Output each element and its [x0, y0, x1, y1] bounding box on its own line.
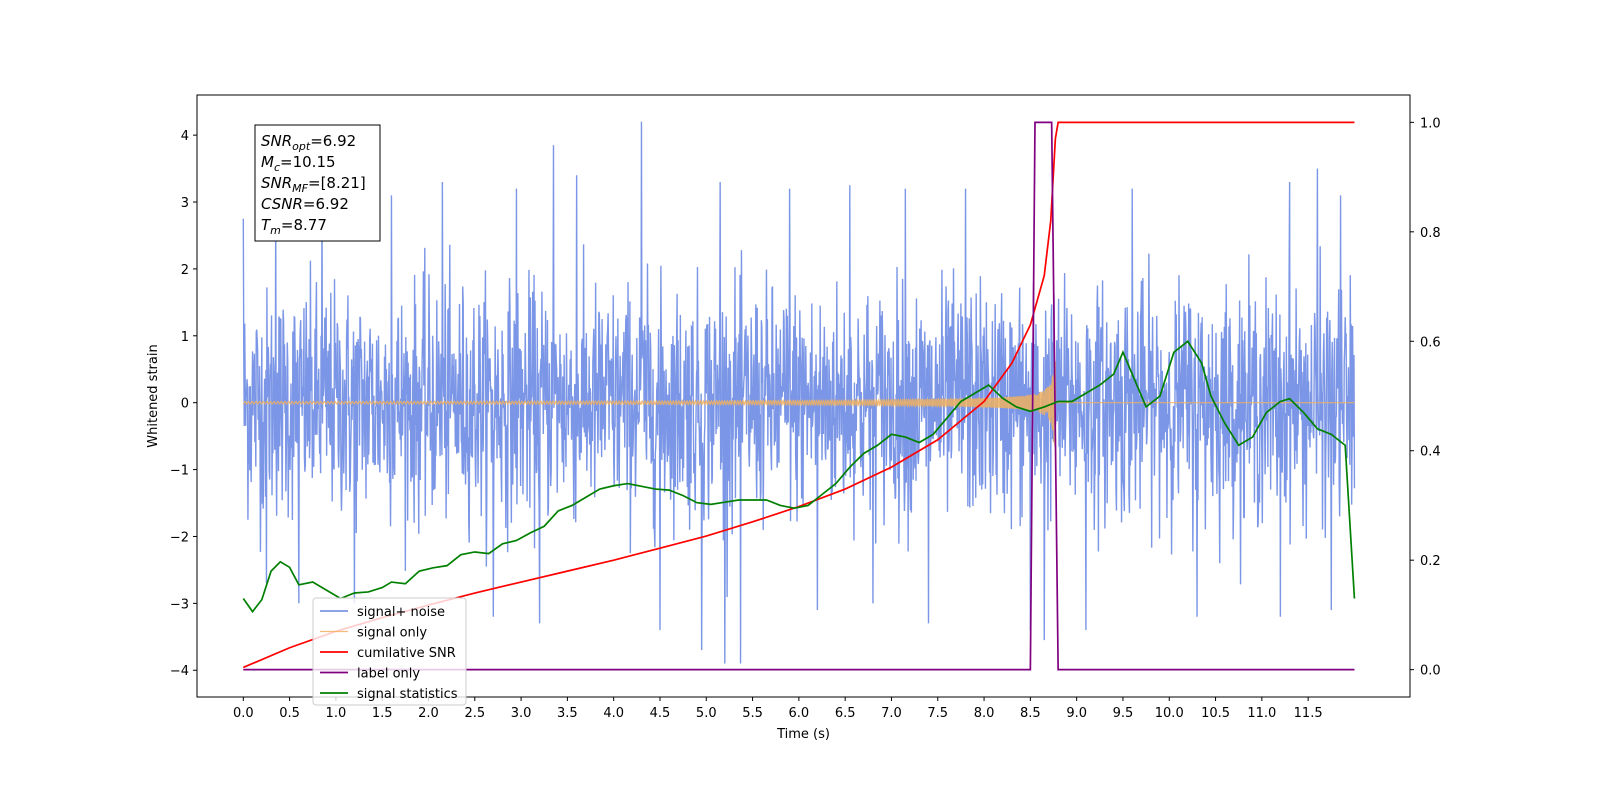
- legend-label: signal+ noise: [357, 605, 445, 620]
- y-tick-label: 4: [181, 129, 189, 144]
- y-tick-label: 3: [181, 196, 189, 211]
- y-right-tick-label: 0.4: [1420, 445, 1441, 460]
- x-tick-label: 5.5: [742, 706, 763, 721]
- y-right-tick-label: 0.6: [1420, 335, 1441, 350]
- x-tick-label: 10.5: [1201, 706, 1230, 721]
- legend-label: signal only: [357, 626, 427, 641]
- x-tick-label: 11.5: [1294, 706, 1323, 721]
- x-tick-label: 4.0: [603, 706, 624, 721]
- annotation-box: SNRopt=6.92Mc=10.15SNRMF=[8.21]CSNR=6.92…: [254, 124, 381, 242]
- x-tick-label: 9.0: [1066, 706, 1087, 721]
- x-tick-label: 0.0: [233, 706, 254, 721]
- x-tick-label: 7.5: [927, 706, 948, 721]
- annotation-frame: [254, 124, 381, 242]
- legend-label: cumilative SNR: [357, 646, 456, 661]
- annotation-line: Mc=10.15: [261, 153, 336, 174]
- y-right-tick-label: 0.0: [1420, 664, 1441, 679]
- x-tick-label: 3.0: [511, 706, 532, 721]
- x-tick-label: 3.5: [557, 706, 578, 721]
- y-tick-label: −2: [170, 530, 189, 545]
- x-tick-label: 10.0: [1155, 706, 1184, 721]
- x-tick-label: 2.5: [464, 706, 485, 721]
- y-tick-label: 0: [181, 397, 189, 412]
- plot-frame: [196, 94, 1411, 698]
- y-tick-label: −1: [170, 464, 189, 479]
- x-tick-label: 1.0: [326, 706, 347, 721]
- series-signal-only: [242, 361, 1355, 447]
- y-right-tick-label: 0.2: [1420, 554, 1441, 569]
- x-tick-label: 7.0: [881, 706, 902, 721]
- x-tick-label: 6.5: [835, 706, 856, 721]
- x-axis-label: Time (s): [776, 727, 830, 742]
- y-right-tick-label: 0.8: [1420, 226, 1441, 241]
- series-label-only: [243, 121, 1355, 671]
- annotation-line: CSNR=6.92: [261, 195, 349, 213]
- annotation-line: SNRopt=6.92: [261, 132, 356, 153]
- y-tick-label: 2: [181, 263, 189, 278]
- annotation-line: Tm=8.77: [261, 216, 327, 237]
- x-tick-label: 2.0: [418, 706, 439, 721]
- x-tick-label: 11.0: [1247, 706, 1276, 721]
- series-signal-statistics: [242, 340, 1356, 614]
- x-tick-label: 1.5: [372, 706, 393, 721]
- legend-label: signal statistics: [357, 687, 458, 702]
- x-tick-label: 5.0: [696, 706, 717, 721]
- legend-frame: [312, 597, 467, 706]
- x-tick-label: 8.0: [974, 706, 995, 721]
- x-tick-label: 0.5: [279, 706, 300, 721]
- annotation-line: SNRMF=[8.21]: [261, 174, 366, 195]
- axes: 0.0 0.5 1.0 1.5 2.0 2.5 3.0 3.5 4.0 4.5 5.0 5.5 6.0 6…: [170, 116, 1441, 721]
- y-right-tick-label: 1.0: [1420, 116, 1441, 131]
- y-tick-label: −3: [170, 597, 189, 612]
- y-tick-label: −4: [170, 664, 189, 679]
- x-tick-label: 4.5: [650, 706, 671, 721]
- legend: signal+ noise signal only cumilative SNR la…: [312, 597, 467, 706]
- legend-label: label only: [357, 667, 420, 682]
- x-tick-label: 8.5: [1020, 706, 1041, 721]
- series-signal-noise: [242, 121, 1356, 664]
- y-tick-label: 1: [181, 330, 189, 345]
- y-axis-label: Whitened strain: [146, 344, 161, 447]
- x-tick-label: 9.5: [1113, 706, 1134, 721]
- x-tick-label: 6.0: [789, 706, 810, 721]
